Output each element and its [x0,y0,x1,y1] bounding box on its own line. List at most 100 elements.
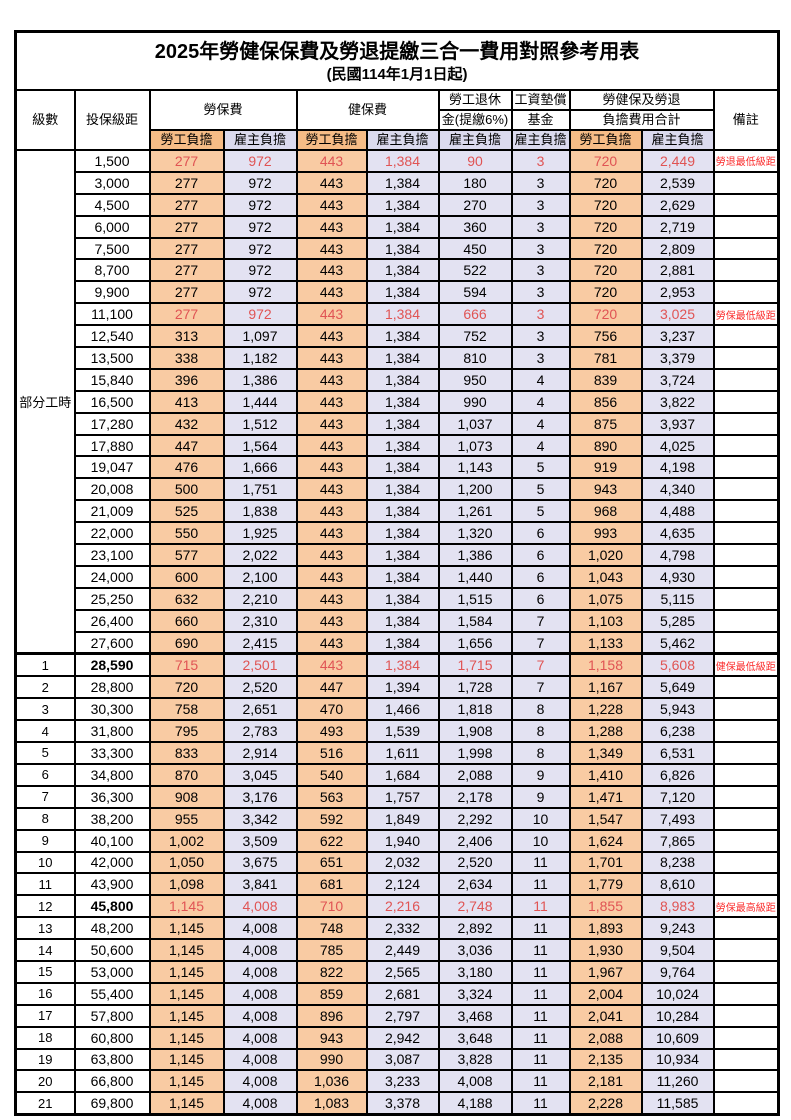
table-row: 3 30,300 758 2,651 470 1,466 1,818 8 1,228 5,943 [14,697,780,722]
level-cell: 19 [14,1047,76,1072]
total-employer-cell: 2,539 [640,170,715,195]
total-employer-cell: 9,764 [640,959,715,984]
pension-employer-cell: 3,468 [437,1003,513,1028]
table-row: 8 38,200 955 3,342 592 1,849 2,292 10 1,547 7,493 [14,806,780,831]
pension-employer-cell: 1,073 [437,433,513,458]
labor-ins-employee-cell: 277 [148,192,225,217]
bracket-cell: 13,500 [73,346,151,370]
wage-fund-employer-cell: 7 [510,608,571,633]
wage-fund-employer-cell: 3 [510,258,571,283]
total-employer-cell: 2,809 [640,236,715,261]
labor-ins-employer-cell: 3,841 [222,872,298,897]
wage-fund-employer-cell: 7 [510,630,571,656]
health-ins-employer-cell: 1,384 [365,214,440,239]
page-title: 2025年勞健保保費及勞退提繳三合一費用對照參考用表 [154,41,640,64]
total-employer-cell: 6,826 [640,762,715,787]
wage-fund-employer-cell: 7 [510,675,571,700]
health-ins-employer-cell: 3,087 [365,1047,440,1072]
pension-employer-cell: 2,634 [437,872,513,897]
remark-cell [712,411,780,436]
wage-fund-employer-cell: 11 [510,938,571,962]
wage-fund-employer-cell: 11 [510,850,571,875]
pension-employer-cell: 3,324 [437,981,513,1006]
level-cell: 9 [14,828,76,853]
wage-fund-employer-cell: 8 [510,741,571,765]
table-row: 17,280 432 1,512 443 1,384 1,037 4 875 3,937 [16,411,780,436]
wage-fund-employer-cell: 11 [510,959,571,984]
pension-employer-cell: 1,261 [437,499,513,524]
health-ins-employer-cell: 1,384 [365,302,440,327]
total-employer-cell: 3,937 [640,411,715,436]
total-employee-cell: 1,624 [568,828,643,853]
health-ins-employer-cell: 2,032 [365,850,440,875]
total-employer-cell: 3,822 [640,389,715,414]
level-cell: 6 [14,762,76,787]
pension-employer-cell: 4,008 [437,1069,513,1094]
labor-ins-employee-cell: 690 [148,630,225,656]
table-row: 部分工時 1,500 277 972 443 1,384 90 3 720 2,449 勞退最低級距 [14,149,780,655]
health-ins-employer-cell: 1,384 [365,411,440,436]
remark-cell [712,762,780,787]
total-employer-cell: 3,724 [640,367,715,392]
level-cell: 7 [14,784,76,809]
remark-cell [712,938,780,962]
total-employee-cell: 1,471 [568,784,643,809]
labor-ins-employer-cell: 3,342 [222,806,298,831]
health-ins-employer-cell: 1,384 [365,521,440,546]
total-employee-cell: 2,181 [568,1069,643,1094]
health-ins-employee-cell: 443 [295,302,368,327]
health-ins-employer-cell: 2,124 [365,872,440,897]
labor-ins-employee-cell: 1,002 [148,828,225,853]
health-ins-employee-cell: 443 [295,433,368,458]
bracket-cell: 12,540 [73,324,151,349]
col-header-remark: 備註 [712,89,780,151]
table-row: 4,500 277 972 443 1,384 270 3 720 2,629 [16,192,780,217]
health-ins-employee-cell: 651 [295,850,368,875]
labor-ins-employee-cell: 1,145 [148,1047,225,1072]
wage-fund-employer-cell: 3 [510,346,571,370]
labor-ins-employee-cell: 1,050 [148,850,225,875]
labor-ins-employer-cell: 972 [222,149,298,173]
total-employee-cell: 943 [568,477,643,502]
labor-ins-employee-cell: 1,145 [148,1069,225,1094]
total-employer-cell: 2,629 [640,192,715,217]
wage-fund-employer-cell: 5 [510,477,571,502]
total-employer-cell: 8,238 [640,850,715,875]
health-ins-employer-cell: 1,384 [365,324,440,349]
total-employee-cell: 1,158 [568,652,643,678]
pension-employer-cell: 1,200 [437,477,513,502]
labor-ins-employee-cell: 1,145 [148,959,225,984]
remark-cell [712,828,780,853]
labor-ins-employer-cell: 1,838 [222,499,298,524]
wage-fund-employer-cell: 6 [510,521,571,546]
health-ins-employee-cell: 785 [295,938,368,962]
total-employer-cell: 3,379 [640,346,715,370]
health-ins-employer-cell: 1,384 [365,499,440,524]
total-employer-cell: 5,608 [640,652,715,678]
level-cell: 1 [14,652,76,678]
pension-employer-cell: 522 [437,258,513,283]
bracket-cell: 31,800 [73,719,151,744]
labor-ins-employee-cell: 476 [148,455,225,480]
labor-ins-employer-cell: 1,386 [222,367,298,392]
level-cell: 21 [14,1091,76,1116]
pension-employer-cell: 1,515 [437,586,513,611]
level-cell: 14 [14,938,76,962]
labor-ins-employee-cell: 1,145 [148,1091,225,1116]
pension-employer-cell: 594 [437,280,513,305]
bracket-cell: 40,100 [73,828,151,853]
subheader-health-employer: 雇主負擔 [365,129,440,151]
health-ins-employer-cell: 2,681 [365,981,440,1006]
labor-ins-employer-cell: 972 [222,170,298,195]
remark-cell [712,477,780,502]
total-employee-cell: 1,288 [568,719,643,744]
table-row: 15 53,000 1,145 4,008 822 2,565 3,180 11 1,967 9,… [14,959,780,984]
health-ins-employer-cell: 1,384 [365,192,440,217]
labor-ins-employer-cell: 1,182 [222,346,298,370]
health-ins-employer-cell: 2,565 [365,959,440,984]
health-ins-employee-cell: 443 [295,521,368,546]
pension-employer-cell: 3,036 [437,938,513,962]
remark-cell: 勞保最低級距 [712,302,780,327]
bracket-cell: 15,840 [73,367,151,392]
remark-cell [712,499,780,524]
